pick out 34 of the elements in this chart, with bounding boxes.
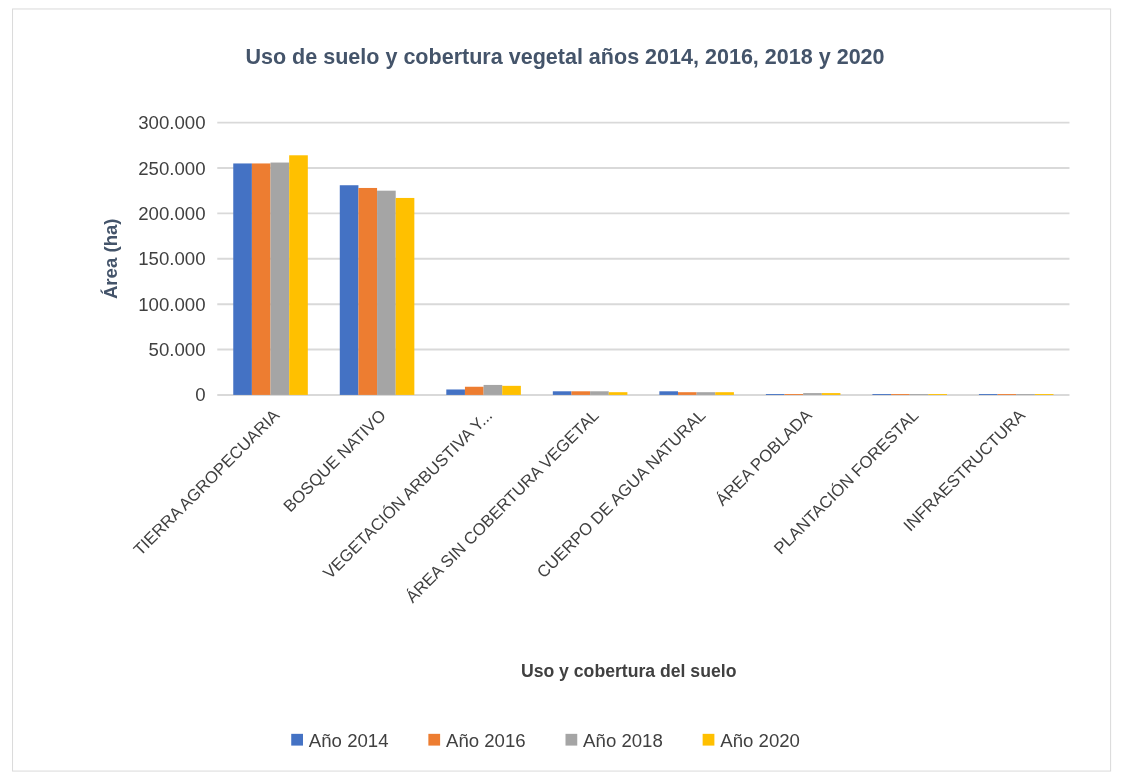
bar xyxy=(483,384,503,395)
y-tick-label: 250.000 xyxy=(138,157,206,179)
y-tick-label: 50.000 xyxy=(148,339,206,361)
bar xyxy=(696,392,716,395)
bar xyxy=(358,187,378,395)
x-axis-title: Uso y cobertura del suelo xyxy=(520,661,737,682)
bar xyxy=(552,391,572,395)
bar xyxy=(502,385,521,395)
bar xyxy=(289,155,308,395)
bar xyxy=(251,163,271,395)
bar xyxy=(715,392,734,395)
y-tick-label: 150.000 xyxy=(138,248,206,270)
bar xyxy=(590,391,609,395)
bar xyxy=(233,163,252,395)
bar xyxy=(464,386,484,395)
y-tick-label: 300.000 xyxy=(138,112,206,134)
bar xyxy=(608,392,628,395)
chart-title: Uso de suelo y cobertura vegetal años 2014, 2016, 2018 y 2020 xyxy=(245,44,885,69)
bar xyxy=(339,185,359,395)
y-axis-title: Área (ha) xyxy=(100,218,122,300)
bar xyxy=(659,391,678,395)
bar xyxy=(377,190,396,395)
legend-label: Año 2016 xyxy=(446,730,526,752)
bar xyxy=(395,197,415,395)
legend-label: Año 2014 xyxy=(308,730,389,752)
legend-label: Año 2018 xyxy=(583,730,663,752)
bar xyxy=(571,391,591,395)
legend-label: Año 2020 xyxy=(720,730,800,752)
y-tick-label: 200.000 xyxy=(138,202,206,224)
y-tick-label: 100.000 xyxy=(138,293,206,315)
y-tick-label: 0 xyxy=(195,384,206,406)
bar xyxy=(677,392,697,395)
bar xyxy=(270,162,290,395)
bar xyxy=(446,389,465,395)
